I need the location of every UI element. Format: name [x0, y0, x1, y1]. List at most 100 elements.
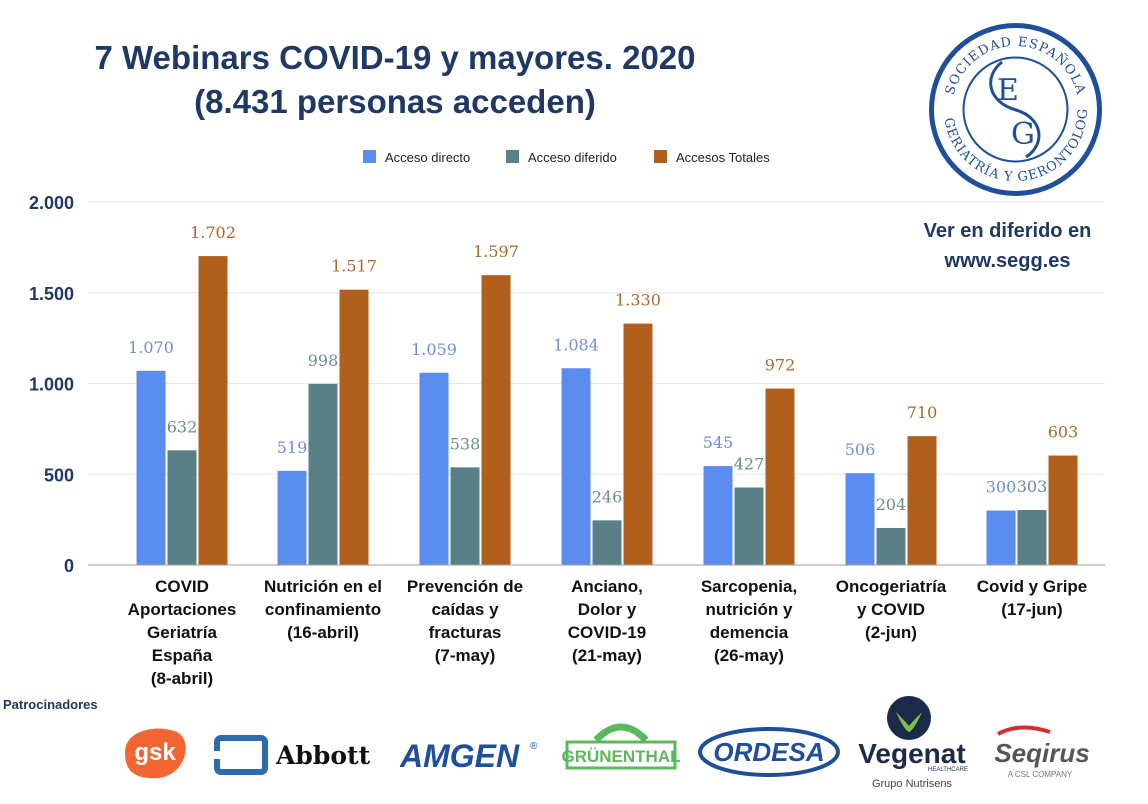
x-tick-label: confinamiento [265, 600, 381, 619]
seal-letter-g: G [1011, 117, 1035, 152]
bar-chart: 0 500 1.000 1.500 2.000 1.070 519 1.059 1.084 545… [29, 150, 1105, 688]
x-tick-label: Dolor y [578, 600, 637, 619]
x-tick-label: COVID [155, 577, 209, 596]
bar [765, 388, 795, 565]
x-tick-label: nutrición y [706, 600, 793, 619]
bar [1048, 455, 1078, 565]
grunenthal-logo: GRÜNENTHAL [562, 718, 681, 778]
x-tick-label: COVID-19 [568, 623, 646, 642]
legend-label: Accesos Totales [676, 150, 770, 165]
y-tick-label: 1.500 [29, 284, 74, 304]
bar [1017, 510, 1047, 565]
bar [339, 289, 369, 565]
seqirus-csl-text: A CSL COMPANY [1008, 770, 1073, 779]
watch-later-line-1: Ver en diferido en [923, 220, 1092, 242]
data-label: 300 [986, 478, 1017, 497]
data-label: 545 [703, 433, 734, 452]
y-tick-label: 1.000 [29, 375, 74, 395]
data-label: 1.059 [411, 340, 457, 359]
sponsors-label: Patrocinadores [3, 697, 98, 712]
data-label: 1.070 [128, 338, 174, 357]
y-tick-label: 0 [64, 556, 74, 576]
data-label: 632 [167, 417, 198, 436]
bar [734, 487, 764, 565]
x-tick-label: Nutrición en el [264, 577, 382, 596]
data-label: 603 [1048, 423, 1079, 442]
ordesa-logo: ORDESA [697, 726, 842, 778]
legend-swatch [363, 150, 376, 163]
x-tick-label: Covid y Gripe [977, 577, 1088, 596]
bar [561, 368, 591, 565]
data-label: 998 [308, 351, 339, 370]
bar [277, 470, 307, 565]
bar [136, 370, 166, 565]
bar [703, 466, 733, 565]
data-label: 519 [277, 438, 308, 457]
x-tick-label: (17-jun) [1001, 600, 1062, 619]
segg-seal-logo: SOCIEDAD ESPAÑOLA DE GERIATRÍA Y GERONTO… [928, 22, 1102, 196]
title-line-1: 7 Webinars COVID-19 y mayores. 2020 [94, 39, 696, 76]
data-label: 710 [907, 403, 938, 422]
bar [623, 323, 653, 565]
amgen-logo: AMGEN ® [399, 735, 542, 775]
x-tick-label: demencia [710, 623, 789, 642]
vegenat-logo-text: Vegenat [858, 738, 965, 769]
data-label: 1.084 [553, 335, 599, 354]
data-label: 427 [734, 454, 765, 473]
x-tick-label: fracturas [429, 623, 502, 642]
legend-swatch [506, 150, 519, 163]
data-label: 1.330 [615, 291, 661, 310]
y-tick-label: 2.000 [29, 193, 74, 213]
amgen-logo-text: AMGEN [400, 738, 520, 774]
bar [986, 510, 1016, 565]
watch-later-url[interactable]: www.segg.es [944, 250, 1071, 272]
y-tick-label: 500 [44, 465, 74, 485]
x-tick-label: (7-may) [435, 646, 495, 665]
x-tick-label: España [152, 646, 213, 665]
seqirus-logo-text: Seqirus [994, 738, 1089, 768]
x-tick-label: caídas y [431, 600, 499, 619]
bar [592, 520, 622, 565]
data-label: 1.517 [331, 257, 377, 276]
seqirus-logo: Seqirus A CSL COMPANY [980, 724, 1104, 782]
data-label: 538 [450, 434, 481, 453]
amgen-registered-mark: ® [530, 741, 538, 752]
data-label: 1.702 [190, 223, 236, 242]
bar [419, 372, 449, 565]
bar [308, 383, 338, 565]
bar [845, 473, 875, 565]
watch-later-note: Ver en diferido en www.segg.es [900, 216, 1115, 276]
x-tick-label: Prevención de [407, 577, 523, 596]
bar [450, 467, 480, 565]
gsk-logo-text: gsk [134, 739, 176, 766]
grunenthal-logo-text: GRÜNENTHAL [562, 747, 680, 766]
legend-swatch [654, 150, 667, 163]
x-tick-label: (2-jun) [865, 623, 917, 642]
x-tick-label: Sarcopenia, [701, 577, 797, 596]
data-label: 303 [1017, 477, 1048, 496]
vegenat-logo: Vegenat HEALTHCARE Grupo Nutrisens [856, 694, 972, 794]
bar [198, 256, 228, 565]
bar [167, 450, 197, 565]
seal-letter-e: E [997, 73, 1019, 108]
x-tick-label: (8-abril) [151, 669, 213, 688]
x-tick-label: Oncogeriatría [836, 577, 947, 596]
legend-label: Acceso directo [385, 150, 470, 165]
x-tick-label: (21-may) [572, 646, 642, 665]
gsk-logo: gsk [117, 722, 193, 782]
abbott-logo: Abbott [214, 735, 389, 775]
data-label: 972 [765, 356, 796, 375]
vegenat-healthcare-text: HEALTHCARE [928, 767, 968, 773]
bar [876, 527, 906, 565]
legend-label: Acceso diferido [528, 150, 617, 165]
chart-title: 7 Webinars COVID-19 y mayores. 2020 (8.4… [0, 36, 790, 124]
x-tick-label: (26-may) [714, 646, 784, 665]
bar [481, 275, 511, 565]
x-tick-label: y COVID [857, 600, 925, 619]
x-tick-label: Geriatría [147, 623, 217, 642]
abbott-logo-text: Abbott [275, 741, 371, 770]
x-tick-label: (16-abril) [287, 623, 359, 642]
x-tick-label: Anciano, [571, 577, 643, 596]
data-label: 204 [876, 495, 907, 514]
data-label: 1.597 [473, 242, 519, 261]
